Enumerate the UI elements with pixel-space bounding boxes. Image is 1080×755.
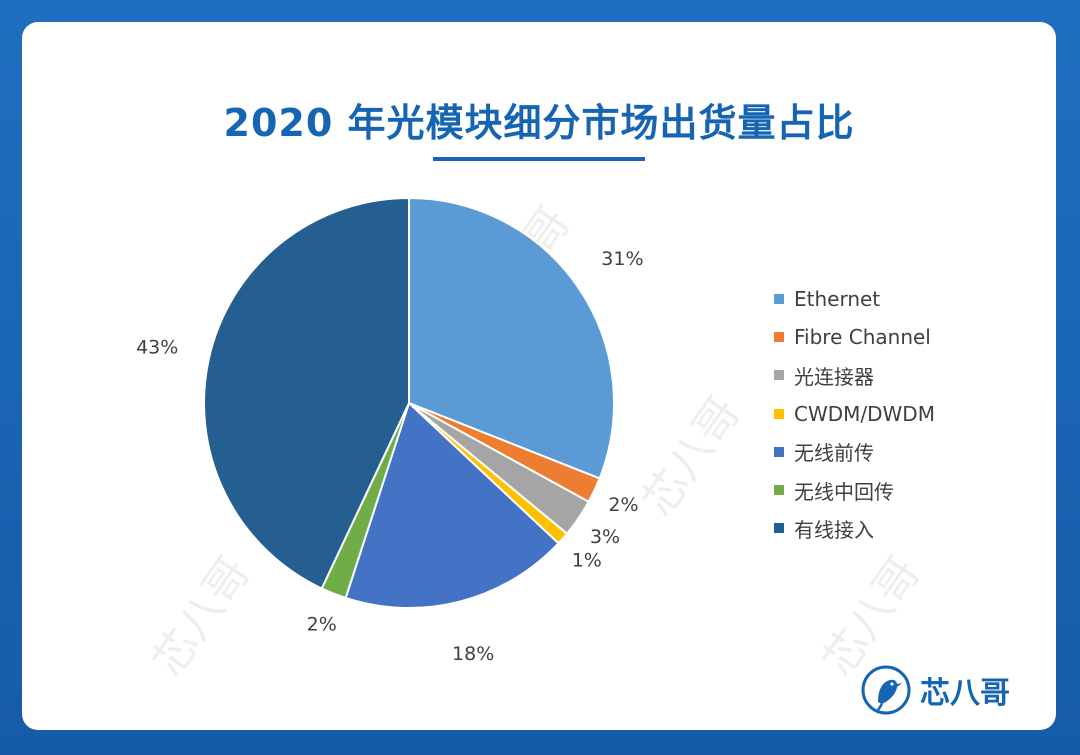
legend-swatch <box>774 294 784 305</box>
data-label-4: 18% <box>452 643 494 665</box>
data-label-3: 1% <box>572 550 602 572</box>
brand-name: 芯八哥 <box>920 676 1010 711</box>
legend-swatch <box>774 370 784 381</box>
legend-swatch <box>774 523 784 534</box>
legend-swatch <box>774 408 784 419</box>
legend-item: Fibre Channel <box>774 318 1014 356</box>
legend-label: CWDM/DWDM <box>794 401 935 426</box>
legend-label: 光连接器 <box>794 364 874 389</box>
legend-label: Fibre Channel <box>794 325 931 350</box>
kingfisher-bird-logo-icon <box>861 665 911 715</box>
pie-slice-0 <box>408 196 615 480</box>
legend-item: 无线中回传 <box>774 471 1014 509</box>
pie-slice-4 <box>344 401 560 609</box>
legend-label: 无线前传 <box>794 441 874 466</box>
legend-item: 有线接入 <box>774 509 1014 547</box>
legend-item: 无线前传 <box>774 433 1014 471</box>
legend-item: 光连接器 <box>774 356 1014 394</box>
legend-item: CWDM/DWDM <box>774 395 1014 433</box>
data-label-1: 2% <box>608 494 638 516</box>
pie-slice-6 <box>203 196 410 590</box>
legend-item: Ethernet <box>774 280 1014 318</box>
data-label-5: 2% <box>307 613 337 635</box>
chart-card: 芯八哥 芯八哥 芯八哥 芯八哥 2020 年光模块细分市场出货量占比 31%2%… <box>22 22 1056 730</box>
data-label-6: 43% <box>136 337 178 359</box>
chart-title: 2020 年光模块细分市场出货量占比 <box>223 101 855 145</box>
legend-label: 无线中回传 <box>794 479 894 504</box>
chart-legend: Ethernet Fibre Channel 光连接器 CWDM/DWDM 无线前传无线… <box>774 280 1014 547</box>
title-underline <box>433 157 645 161</box>
legend-swatch <box>774 485 784 496</box>
legend-label: Ethernet <box>794 287 881 312</box>
legend-label: 有线接入 <box>794 517 874 542</box>
data-label-2: 3% <box>590 526 620 548</box>
legend-swatch <box>774 332 784 343</box>
data-label-0: 31% <box>601 248 643 270</box>
pie-chart: 31% 2% 3%1% 18% 2% 43% <box>136 196 644 665</box>
brand-mark: 芯八哥 <box>860 660 1040 720</box>
legend-swatch <box>774 446 784 457</box>
